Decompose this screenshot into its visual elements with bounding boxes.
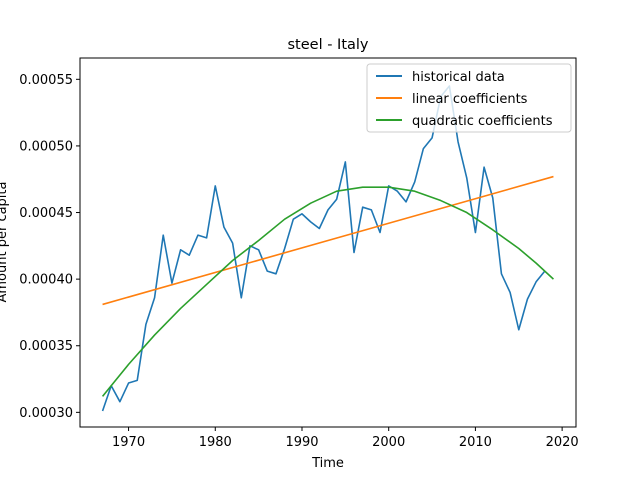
x-tick-label: 1970 [112,435,145,450]
legend: historical data linear coefficients quad… [366,63,572,133]
series-line-historical [101,85,546,412]
y-tick-label: 0.00030 [19,406,73,421]
x-tick-label: 1980 [199,435,232,450]
y-tick-label: 0.00040 [19,273,73,288]
legend-label-linear: linear coefficients [412,92,528,107]
legend-label-historical: historical data [412,70,505,85]
x-axis-label: Time [311,456,344,471]
y-axis: 0.00030 0.00035 0.00040 0.00045 0.00050 0.000… [19,73,80,421]
y-tick-label: 0.00045 [19,206,73,221]
x-tick-label: 2020 [546,435,579,450]
axes-frame [79,57,577,428]
y-tick-label: 0.00035 [19,339,73,354]
y-tick-label: 0.00050 [19,139,73,154]
x-tick-label: 2010 [459,435,492,450]
legend-box [366,63,572,133]
series-line-linear [102,175,554,306]
x-tick-label: 1990 [285,435,318,450]
x-axis: 1970 1980 1990 2000 2010 2020 [112,427,579,450]
chart-title: steel - Italy [287,37,368,53]
legend-label-quadratic: quadratic coefficients [412,114,553,129]
plot-area [101,85,554,412]
y-tick-label: 0.00055 [19,73,73,88]
x-tick-label: 2000 [372,435,405,450]
y-axis-label: Amount per capita [0,182,10,303]
series-line-quadratic [101,186,554,397]
